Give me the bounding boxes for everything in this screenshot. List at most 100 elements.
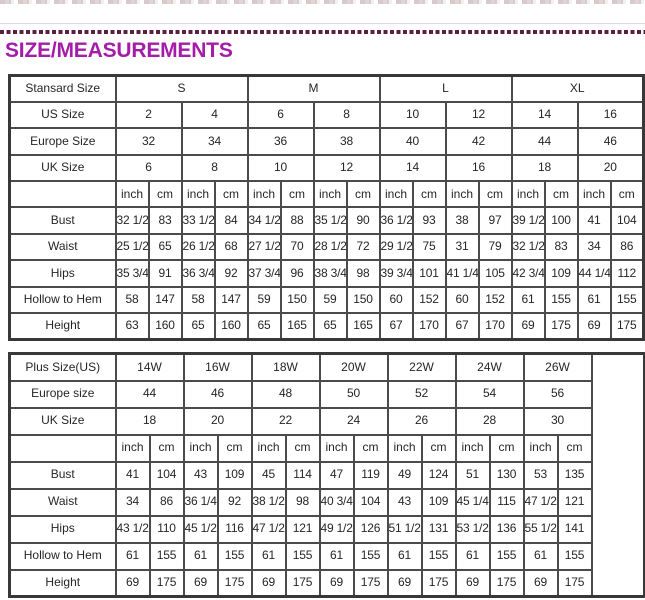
value-cell: 50 bbox=[318, 379, 389, 409]
value-cell: 175 bbox=[488, 568, 525, 598]
value-cell: 43 1/2 bbox=[114, 514, 151, 544]
value-cell: 170 bbox=[477, 311, 513, 341]
value-cell: 116 bbox=[216, 514, 253, 544]
value-cell: 10 bbox=[378, 100, 447, 130]
value-cell: 45 1/2 bbox=[182, 514, 219, 544]
value-cell: 121 bbox=[556, 487, 593, 517]
row-label: Hips bbox=[8, 514, 117, 544]
page-title: SIZE/MEASUREMENTS bbox=[5, 39, 233, 62]
value-cell: 160 bbox=[213, 311, 249, 341]
value-cell: 8 bbox=[312, 100, 381, 130]
value-cell: 28 1/2 bbox=[312, 232, 348, 262]
value-cell: 104 bbox=[148, 460, 185, 490]
value-cell: 51 bbox=[454, 460, 491, 490]
value-cell: 175 bbox=[556, 568, 593, 598]
value-cell: 16 bbox=[576, 100, 645, 130]
value-cell: 35 1/2 bbox=[312, 206, 348, 235]
value-cell: 98 bbox=[284, 487, 321, 517]
value-cell: 130 bbox=[488, 460, 525, 490]
empty-cell bbox=[590, 352, 645, 598]
value-cell: 150 bbox=[279, 285, 315, 315]
value-cell: 69 bbox=[182, 568, 219, 598]
value-cell: 8 bbox=[180, 153, 249, 183]
value-cell: 147 bbox=[147, 285, 183, 315]
cutoff-text-remnant bbox=[0, 0, 645, 4]
value-cell: 27 1/2 bbox=[246, 232, 282, 262]
value-cell: 41 bbox=[114, 460, 151, 490]
value-cell: 30 bbox=[522, 406, 593, 436]
value-cell: 121 bbox=[284, 514, 321, 544]
value-cell: 34 bbox=[114, 487, 151, 517]
value-cell: 38 1/2 bbox=[250, 487, 287, 517]
value-cell: 42 bbox=[444, 127, 513, 156]
value-cell: 90 bbox=[345, 206, 381, 235]
row-label: Hollow to Hem bbox=[8, 285, 117, 315]
value-cell: 72 bbox=[345, 232, 381, 262]
unit-cell: inch bbox=[522, 433, 559, 463]
unit-cell: inch bbox=[180, 180, 216, 209]
value-cell: 68 bbox=[213, 232, 249, 262]
value-cell: 175 bbox=[609, 311, 645, 341]
value-cell: 46 bbox=[576, 127, 645, 156]
row-label: Waist bbox=[8, 232, 117, 262]
value-cell: 32 bbox=[114, 127, 183, 156]
unit-cell: inch bbox=[114, 433, 151, 463]
unit-cell: cm bbox=[284, 433, 321, 463]
unit-cell: inch bbox=[312, 180, 348, 209]
value-cell: 147 bbox=[213, 285, 249, 315]
value-cell: 14 bbox=[510, 100, 579, 130]
value-cell: 83 bbox=[147, 206, 183, 235]
value-cell: 45 bbox=[250, 460, 287, 490]
value-cell: 165 bbox=[345, 311, 381, 341]
value-cell: 61 bbox=[522, 541, 559, 571]
value-cell: 141 bbox=[556, 514, 593, 544]
value-cell: 35 3/4 bbox=[114, 259, 150, 288]
row-label: Europe Size bbox=[8, 127, 117, 156]
value-cell: 69 bbox=[250, 568, 287, 598]
unit-cell: cm bbox=[213, 180, 249, 209]
value-cell: 34 bbox=[180, 127, 249, 156]
value-cell: 84 bbox=[213, 206, 249, 235]
value-cell: 20 bbox=[182, 406, 253, 436]
unit-cell: cm bbox=[147, 180, 183, 209]
value-cell: 44 bbox=[510, 127, 579, 156]
value-cell: 155 bbox=[556, 541, 593, 571]
value-cell: 36 1/4 bbox=[182, 487, 219, 517]
value-cell: 56 bbox=[522, 379, 593, 409]
value-cell: 12 bbox=[444, 100, 513, 130]
value-cell: 65 bbox=[312, 311, 348, 341]
size-group-cell: S bbox=[114, 74, 249, 103]
value-cell: 152 bbox=[477, 285, 513, 315]
value-cell: 104 bbox=[352, 487, 389, 517]
value-cell: 36 bbox=[246, 127, 315, 156]
value-cell: 33 1/2 bbox=[180, 206, 216, 235]
row-label bbox=[8, 180, 117, 209]
unit-cell: cm bbox=[420, 433, 457, 463]
unit-cell: inch bbox=[250, 433, 287, 463]
value-cell: 55 1/2 bbox=[522, 514, 559, 544]
value-cell: 70 bbox=[279, 232, 315, 262]
value-cell: 6 bbox=[246, 100, 315, 130]
value-cell: 20 bbox=[576, 153, 645, 183]
value-cell: 155 bbox=[352, 541, 389, 571]
value-cell: 22 bbox=[250, 406, 321, 436]
value-cell: 175 bbox=[284, 568, 321, 598]
row-label: Bust bbox=[8, 206, 117, 235]
value-cell: 65 bbox=[147, 232, 183, 262]
value-cell: 92 bbox=[216, 487, 253, 517]
value-cell: 32 1/2 bbox=[510, 232, 546, 262]
value-cell: 61 bbox=[576, 285, 612, 315]
value-cell: 115 bbox=[488, 487, 525, 517]
value-cell: 32 1/2 bbox=[114, 206, 150, 235]
value-cell: 175 bbox=[543, 311, 579, 341]
unit-cell: inch bbox=[576, 180, 612, 209]
value-cell: 47 1/2 bbox=[522, 487, 559, 517]
standard-size-table: Stansard Size S M L XL US Size 2 4 6 8 10 12 14 16 Eur… bbox=[8, 74, 645, 341]
value-cell: 61 bbox=[510, 285, 546, 315]
value-cell: 47 1/2 bbox=[250, 514, 287, 544]
value-cell: 69 bbox=[522, 568, 559, 598]
table-corner-label: Plus Size(US) bbox=[8, 352, 117, 382]
value-cell: 41 bbox=[576, 206, 612, 235]
value-cell: 98 bbox=[345, 259, 381, 288]
value-cell: 40 3/4 bbox=[318, 487, 355, 517]
